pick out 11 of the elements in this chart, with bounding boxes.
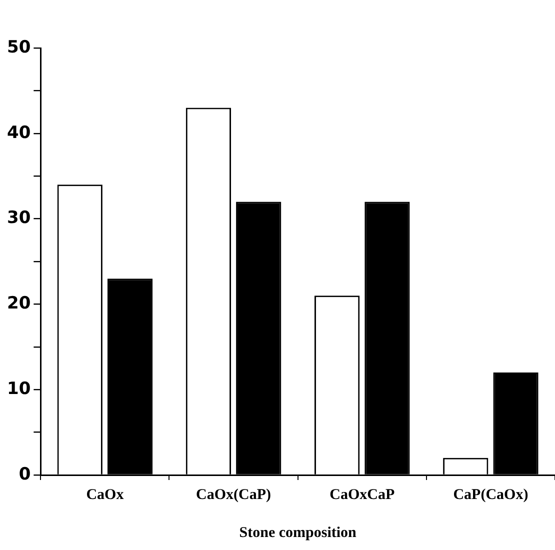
y-tick-label: 20	[6, 294, 31, 314]
x-tick-label: CaOx(CaP)	[196, 486, 272, 503]
y-tick-label: 40	[6, 122, 31, 143]
x-tick-label: CaP(CaOx)	[453, 486, 528, 503]
x-axis-title: Stone composition	[239, 524, 358, 541]
x-tick-label: CaOxCaP	[330, 486, 395, 503]
x-tick-label: CaOx	[86, 486, 124, 503]
y-tick-label: 10	[6, 379, 31, 400]
y-tick-label: 50	[6, 37, 31, 58]
y-tick-label: 30	[6, 208, 31, 228]
y-tick-label: 0	[18, 464, 31, 484]
